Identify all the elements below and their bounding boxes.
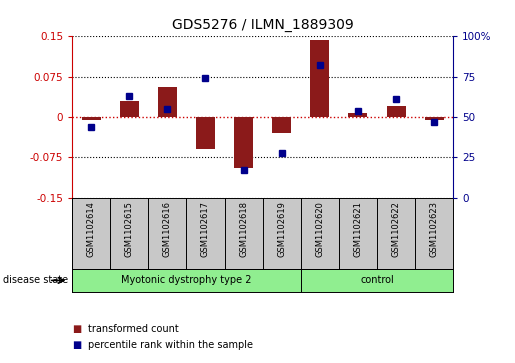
Text: GSM1102615: GSM1102615 bbox=[125, 201, 134, 257]
Bar bbox=[310, 40, 330, 117]
Bar bbox=[272, 117, 291, 133]
Text: transformed count: transformed count bbox=[88, 323, 178, 334]
Text: GSM1102614: GSM1102614 bbox=[87, 201, 96, 257]
Bar bbox=[119, 101, 139, 117]
Bar bbox=[386, 106, 405, 117]
Text: GSM1102617: GSM1102617 bbox=[201, 201, 210, 257]
Bar bbox=[81, 117, 100, 120]
Bar bbox=[196, 117, 215, 150]
Bar bbox=[72, 269, 301, 292]
Text: control: control bbox=[360, 276, 394, 285]
Text: GSM1102618: GSM1102618 bbox=[239, 201, 248, 257]
Bar bbox=[158, 87, 177, 117]
Text: ■: ■ bbox=[72, 340, 81, 350]
Bar bbox=[301, 269, 453, 292]
Bar bbox=[234, 117, 253, 168]
Text: GSM1102620: GSM1102620 bbox=[315, 201, 324, 257]
Bar bbox=[348, 113, 367, 117]
Text: GSM1102622: GSM1102622 bbox=[391, 201, 401, 257]
Text: percentile rank within the sample: percentile rank within the sample bbox=[88, 340, 252, 350]
Text: ■: ■ bbox=[72, 323, 81, 334]
Bar bbox=[424, 117, 443, 120]
Text: disease state: disease state bbox=[3, 276, 67, 285]
Text: GSM1102619: GSM1102619 bbox=[277, 201, 286, 257]
Title: GDS5276 / ILMN_1889309: GDS5276 / ILMN_1889309 bbox=[172, 19, 353, 33]
Text: Myotonic dystrophy type 2: Myotonic dystrophy type 2 bbox=[121, 276, 252, 285]
Text: GSM1102616: GSM1102616 bbox=[163, 201, 172, 257]
Text: GSM1102623: GSM1102623 bbox=[430, 201, 439, 257]
Text: GSM1102621: GSM1102621 bbox=[353, 201, 363, 257]
